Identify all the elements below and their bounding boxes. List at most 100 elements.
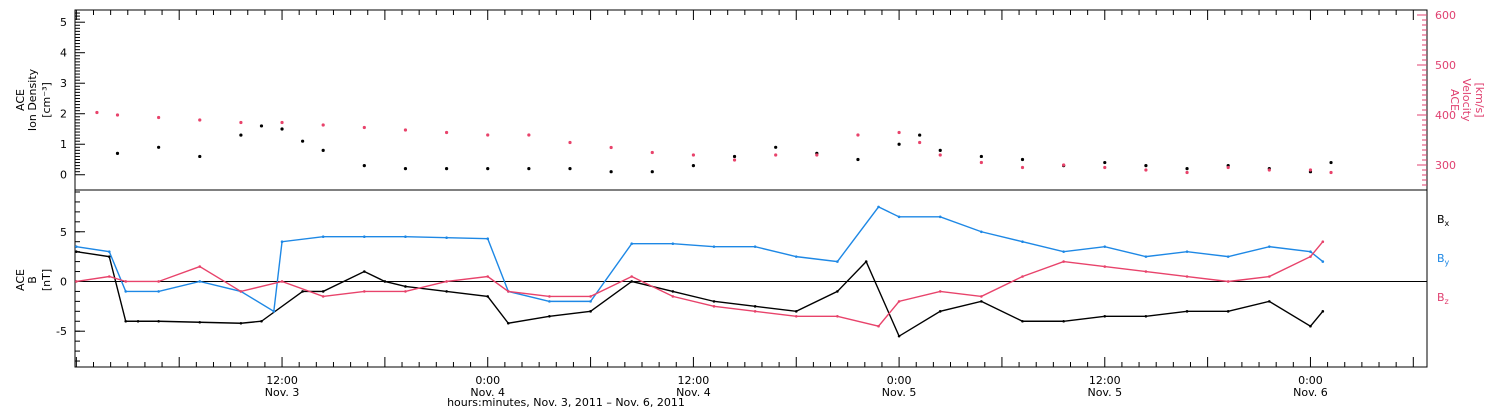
velocity-point xyxy=(115,113,120,117)
point-by xyxy=(548,300,551,303)
velocity-point xyxy=(95,110,99,115)
time-tick-date: Nov. 4 xyxy=(676,386,711,399)
density-point xyxy=(362,163,366,168)
series-bx xyxy=(76,250,1324,338)
point-bx xyxy=(445,290,448,293)
velocity-point xyxy=(918,140,922,145)
point-bz xyxy=(1321,240,1325,244)
velocity-point xyxy=(403,128,408,132)
density-axis-unit: [cm⁻³] xyxy=(40,82,53,118)
time-tick-label: 0:00 xyxy=(475,374,500,387)
density-point xyxy=(259,124,264,128)
point-by xyxy=(1144,255,1148,258)
velocity-point xyxy=(650,150,654,155)
series-by xyxy=(76,206,1324,313)
point-by xyxy=(1021,240,1024,244)
velocity-point xyxy=(1329,170,1333,175)
point-bx xyxy=(1062,319,1065,323)
velocity-point xyxy=(856,133,860,137)
point-by xyxy=(1268,245,1271,248)
point-bx xyxy=(1144,314,1148,318)
density-point xyxy=(198,154,202,159)
velocity-tick-label: 500 xyxy=(1435,59,1456,72)
point-bz xyxy=(630,275,634,278)
top-panel-frame xyxy=(74,9,1428,191)
point-by xyxy=(836,260,839,263)
b-axis-unit: [nT] xyxy=(40,269,53,291)
time-tick-date: Nov. 4 xyxy=(470,386,505,399)
point-bz xyxy=(506,290,510,293)
time-tick-label: 12:00 xyxy=(1089,374,1121,387)
point-bx xyxy=(794,310,798,313)
density-point xyxy=(1103,160,1107,165)
b-tick-label: 0 xyxy=(60,275,67,288)
point-bx xyxy=(712,300,716,303)
point-bx xyxy=(548,314,551,318)
point-bz xyxy=(321,295,325,298)
density-point xyxy=(486,167,490,171)
velocity-point xyxy=(1226,165,1230,170)
density-tick-label: 4 xyxy=(60,47,67,60)
point-bz xyxy=(107,275,111,278)
point-bx xyxy=(124,319,128,323)
point-bx xyxy=(75,250,78,253)
point-bz xyxy=(75,280,78,283)
point-by xyxy=(272,310,276,313)
point-by xyxy=(980,230,983,234)
point-by xyxy=(794,255,798,258)
density-axis-label-line1: ACE xyxy=(14,89,27,111)
point-by xyxy=(157,290,160,293)
velocity-axis-label-line2: Velocity xyxy=(1460,78,1473,122)
point-bz xyxy=(445,280,448,283)
point-bx xyxy=(864,260,868,263)
legend-by: By xyxy=(1437,252,1450,267)
velocity-point xyxy=(691,153,696,157)
point-by xyxy=(630,242,634,245)
density-point xyxy=(239,133,243,137)
point-bx xyxy=(239,321,243,325)
point-bz xyxy=(671,295,675,298)
density-point xyxy=(979,154,983,159)
point-by xyxy=(124,290,128,293)
point-bz xyxy=(280,280,284,283)
point-bz xyxy=(1268,275,1271,278)
point-by xyxy=(280,240,284,244)
density-point xyxy=(774,145,778,149)
velocity-point xyxy=(239,120,243,125)
density-point xyxy=(938,148,942,152)
point-by xyxy=(877,205,880,209)
point-bz xyxy=(794,314,798,318)
point-by xyxy=(1226,255,1230,258)
point-bz xyxy=(1021,275,1024,278)
point-bz xyxy=(1226,280,1230,283)
time-tick-label: 12:00 xyxy=(678,374,710,387)
point-bx xyxy=(404,285,407,288)
b-tick-label: -5 xyxy=(56,325,67,338)
b-axis-label-line1: ACE xyxy=(14,269,27,291)
density-point xyxy=(1329,160,1333,165)
point-by xyxy=(107,250,111,253)
point-by xyxy=(486,237,490,241)
velocity-point xyxy=(362,125,366,130)
velocity-point xyxy=(897,130,901,135)
point-bx xyxy=(1226,310,1230,313)
density-point xyxy=(1144,163,1148,168)
b-axis-ticks: -5 0 5 xyxy=(56,191,85,362)
density-tick-label: 0 xyxy=(60,169,67,182)
point-bx xyxy=(157,319,160,323)
point-bx xyxy=(980,300,983,303)
point-bz xyxy=(363,290,366,293)
velocity-tick-label: 400 xyxy=(1435,109,1456,122)
point-bx xyxy=(1021,319,1024,323)
point-bx xyxy=(630,280,634,283)
point-bx xyxy=(671,290,675,293)
velocity-point xyxy=(1308,168,1313,172)
density-point xyxy=(280,127,284,131)
time-tick-date: Nov. 5 xyxy=(1087,386,1122,399)
velocity-point xyxy=(568,140,572,145)
velocity-point xyxy=(1185,170,1189,175)
density-point xyxy=(1185,167,1189,171)
top-panel-series xyxy=(95,110,1333,175)
velocity-point xyxy=(444,130,449,135)
point-bz xyxy=(239,290,243,293)
